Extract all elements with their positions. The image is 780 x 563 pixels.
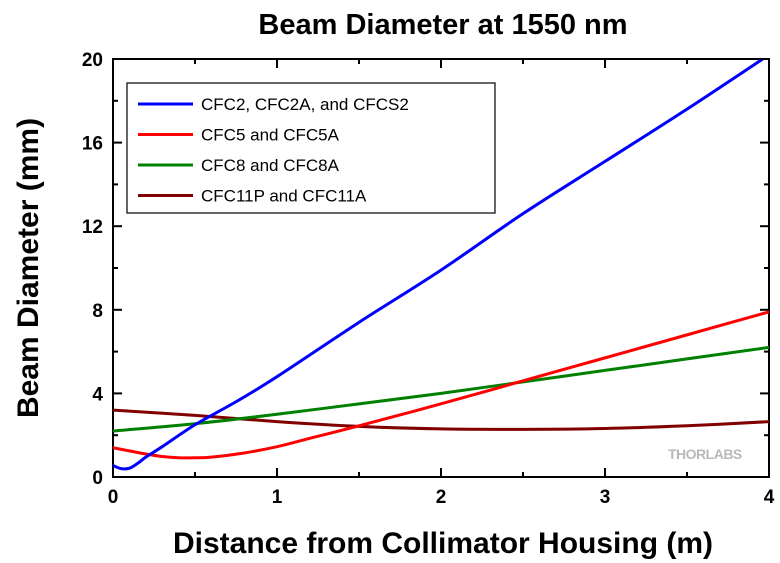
y-tick-label: 4 <box>92 384 103 405</box>
thorlabs-watermark: THORLABS <box>668 446 742 462</box>
y-tick-label: 12 <box>82 217 103 238</box>
y-axis-label: Beam Diameter (mm) <box>12 118 45 418</box>
x-tick-label: 3 <box>600 487 611 508</box>
x-tick-label: 4 <box>764 487 775 508</box>
x-tick-label: 2 <box>436 487 447 508</box>
series-line-2 <box>113 310 769 460</box>
y-tick-label: 0 <box>92 468 103 489</box>
legend-label: CFC2, CFC2A, and CFCS2 <box>201 95 409 114</box>
chart-title: Beam Diameter at 1550 nm <box>258 9 627 41</box>
y-tick-label: 20 <box>82 50 103 71</box>
x-axis-label: Distance from Collimator Housing (m) <box>173 527 713 560</box>
series-group <box>113 59 769 471</box>
legend-label: CFC8 and CFC8A <box>201 156 340 175</box>
y-tick-label: 8 <box>92 301 103 322</box>
series-line-1 <box>113 59 766 471</box>
y-axis-ticks: 0 4 8 12 16 20 <box>82 50 769 489</box>
series-line-3 <box>113 345 769 433</box>
x-axis-ticks: 0 1 2 3 4 <box>108 59 775 508</box>
legend-label: CFC5 and CFC5A <box>201 126 340 145</box>
x-tick-label: 0 <box>108 487 119 508</box>
series-line-4 <box>113 408 769 431</box>
legend-label: CFC11P and CFC11A <box>201 187 367 206</box>
legend: CFC2, CFC2A, and CFCS2 CFC5 and CFC5A CFC8… <box>126 82 496 214</box>
y-tick-label: 16 <box>82 134 103 155</box>
x-tick-label: 1 <box>272 487 283 508</box>
